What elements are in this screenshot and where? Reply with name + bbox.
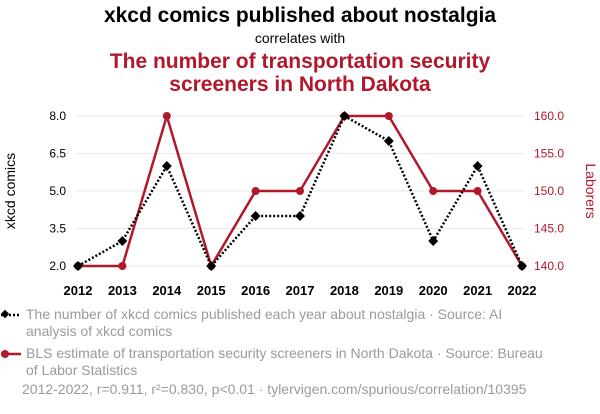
x-tick-label: 2019 <box>374 283 403 298</box>
series-point-1 <box>428 236 439 246</box>
y-tick-label-left: 3.5 <box>49 222 66 236</box>
series-point-2 <box>429 187 438 195</box>
legend-label-2: BLS estimate of transportation security … <box>26 345 543 378</box>
series-line-1 <box>77 114 524 268</box>
axes: 2.0 140.0 3.5 145.0 5.0 150.0 6.5 155.0 8.0 160.0… <box>49 109 564 298</box>
x-tick-label: 2022 <box>508 283 537 298</box>
series-point-1 <box>383 136 394 146</box>
series-point-2 <box>473 187 482 195</box>
series-point-1 <box>472 161 483 171</box>
series-point-1 <box>250 211 261 221</box>
legend-item-2: BLS estimate of transportation security … <box>0 345 546 379</box>
x-tick-label: 2021 <box>463 283 492 298</box>
series-point-1 <box>295 211 305 221</box>
legend-item-1: The number of xkcd comics published each… <box>0 306 546 340</box>
y-tick-label-left: 6.5 <box>49 147 66 161</box>
chart-title-2-line-2: screeners in North Dakota <box>169 73 431 96</box>
series-point-2 <box>162 112 171 120</box>
x-tick-label: 2016 <box>241 283 270 298</box>
series-point-1 <box>517 261 527 271</box>
legend-swatch-dotted-diamond-icon <box>0 309 21 319</box>
y-tick-label-left: 8.0 <box>49 109 66 123</box>
series-point-2 <box>296 187 304 195</box>
y-tick-label-right: 140.0 <box>534 259 564 273</box>
footnote: 2012-2022, r=0.911, r²=0.830, p<0.01 · t… <box>22 381 527 397</box>
x-tick-label: 2018 <box>330 283 359 298</box>
legend-swatch-solid-circle-icon <box>1 350 21 358</box>
y-tick-label-right: 145.0 <box>534 222 564 236</box>
x-tick-label: 2017 <box>286 283 315 298</box>
y-tick-label-left: 2.0 <box>49 259 66 273</box>
legend-label-1: The number of xkcd comics published each… <box>26 306 503 339</box>
series-point-1 <box>117 236 128 246</box>
y-axis-label-left: xkcd comics <box>2 153 18 229</box>
chart-title-2-line-1: The number of transportation security <box>110 50 491 73</box>
series-point-1 <box>161 161 172 171</box>
y-tick-label-right: 150.0 <box>534 184 564 198</box>
x-tick-label: 2014 <box>152 283 182 298</box>
series-point-1 <box>206 261 217 271</box>
y-tick-label-right: 160.0 <box>534 109 564 123</box>
x-tick-label: 2015 <box>197 283 226 298</box>
x-tick-label: 2020 <box>419 283 448 298</box>
series-point-2 <box>118 262 127 270</box>
y-axis-label-right: Laborers <box>583 163 599 218</box>
x-tick-label: 2012 <box>64 283 93 298</box>
chart-title: xkcd comics published about nostalgia <box>104 4 496 27</box>
chart-subtitle: correlates with <box>255 30 345 46</box>
series-point-1 <box>73 261 83 271</box>
y-tick-label-left: 5.0 <box>49 184 66 198</box>
series-point-2 <box>384 112 393 120</box>
series-point-2 <box>251 187 260 195</box>
y-tick-label-right: 155.0 <box>534 147 564 161</box>
x-tick-label: 2013 <box>108 283 137 298</box>
chart-svg: xkcd comics published about nostalgia co… <box>2 4 599 298</box>
series <box>73 111 527 271</box>
